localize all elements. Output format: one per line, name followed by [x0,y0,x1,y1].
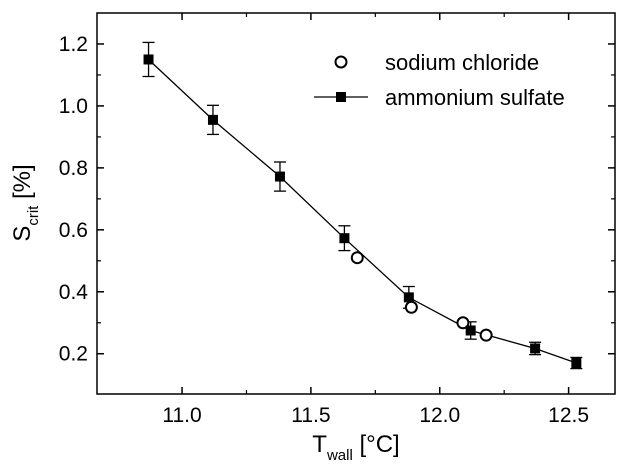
legend-circle-marker [334,55,348,69]
axis-ticks: 11.0 11.5 12.0 12.5 0.2 0.4 0.6 0.8 1.0 1.2 [59,13,615,427]
data-point-square [571,358,582,369]
y-tick-label: 1.0 [59,95,88,118]
data-point-square [339,233,350,244]
data-series [142,41,583,370]
series-line [148,59,577,364]
data-point-square [207,114,218,125]
legend-square-marker [336,92,346,102]
y-tick-label: 0.2 [59,343,88,366]
x-axis-title: Twall [°C] [312,431,399,464]
data-point-square [465,325,476,336]
plot-frame [96,12,616,395]
y-axis-title: Scrit [%] [9,164,42,241]
data-point-circle [350,251,364,265]
y-tick-label: 0.4 [59,281,89,304]
x-tick-label: 11.0 [162,404,201,427]
data-point-square [143,54,154,65]
y-tick-label: 1.2 [59,33,88,56]
x-tick-label: 11.5 [291,404,330,427]
x-tick-label: 12.0 [419,404,460,427]
data-point-square [530,343,541,354]
data-point-square [403,292,414,303]
data-point-circle [479,328,493,342]
y-tick-label: 0.8 [59,157,88,180]
data-point-circle [404,300,418,314]
legend-label: ammonium sulfate [385,85,565,110]
x-tick-label: 12.5 [548,404,589,427]
legend-label: sodium chloride [385,50,539,75]
legend: sodium chloride ammonium sulfate [314,50,565,110]
data-point-square [274,171,285,182]
y-tick-label: 0.6 [59,219,88,242]
